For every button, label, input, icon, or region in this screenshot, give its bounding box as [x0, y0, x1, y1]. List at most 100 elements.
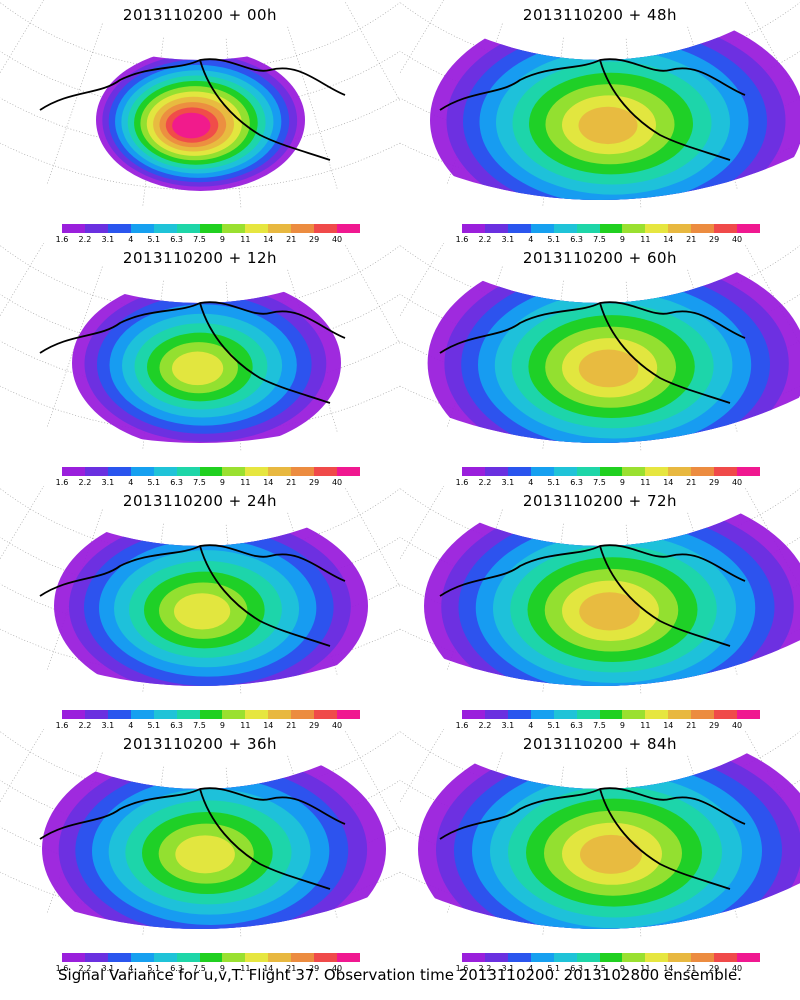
- color-swatch: [222, 467, 246, 476]
- scale-label: 5.1: [547, 721, 561, 730]
- color-swatch: [291, 467, 315, 476]
- color-swatch: [462, 953, 485, 962]
- color-swatch: [714, 467, 738, 476]
- color-swatch: [130, 953, 154, 962]
- color-swatch: [337, 710, 360, 719]
- color-swatch: [176, 467, 200, 476]
- scale-label: 40: [731, 478, 743, 487]
- scale-label: 1.6: [55, 235, 69, 244]
- scale-label: 11: [640, 235, 651, 244]
- variance-field: [72, 276, 341, 444]
- color-swatch: [314, 467, 338, 476]
- variance-field: [418, 729, 800, 930]
- color-swatch: [691, 710, 715, 719]
- scale-label: 5.1: [547, 964, 561, 973]
- scale-label: 4: [128, 721, 134, 730]
- color-swatch: [176, 224, 200, 233]
- scale-label: 14: [263, 478, 274, 487]
- color-swatch: [84, 953, 108, 962]
- scale-label: 4: [128, 478, 134, 487]
- coastline: [439, 301, 746, 404]
- scale-label: 40: [331, 235, 343, 244]
- scale-label: 9: [619, 721, 625, 730]
- scale-label: 2.2: [478, 964, 492, 973]
- color-swatch: [107, 953, 131, 962]
- color-swatch: [153, 467, 177, 476]
- color-swatch: [462, 710, 485, 719]
- color-swatch: [314, 953, 338, 962]
- forecast-panel-84h: 2013110200 + 84h 1.6 2.2 3.1 4 5.1 6.3 7.5 9 11 14…: [400, 729, 800, 977]
- scale-label: 7.5: [193, 478, 206, 487]
- color-swatch: [484, 224, 508, 233]
- color-swatch: [291, 224, 315, 233]
- coastline: [39, 787, 346, 890]
- scale-label: 14: [263, 964, 274, 973]
- scale-label: 29: [309, 478, 320, 487]
- panel-title: 2013110200 + 00h: [122, 6, 278, 24]
- scale-label: 4: [528, 964, 534, 973]
- panel-title: 2013110200 + 48h: [522, 6, 678, 24]
- color-swatch: [153, 953, 177, 962]
- scale-label: 6.3: [570, 721, 583, 730]
- variance-map: [0, 729, 400, 938]
- color-swatch: [714, 224, 738, 233]
- scale-label: 1.6: [455, 964, 469, 973]
- color-swatch: [599, 710, 623, 719]
- color-swatch: [84, 224, 108, 233]
- color-swatch: [153, 224, 177, 233]
- color-swatch: [645, 467, 669, 476]
- color-swatch: [84, 467, 108, 476]
- color-swatch: [484, 467, 508, 476]
- scale-label: 5.1: [147, 478, 161, 487]
- variance-map: [0, 486, 400, 695]
- coastline: [439, 787, 746, 890]
- color-swatch: [691, 953, 715, 962]
- color-swatch: [314, 710, 338, 719]
- scale-label: 2.2: [78, 964, 92, 973]
- color-swatch: [130, 467, 154, 476]
- scale-label: 7.5: [593, 235, 606, 244]
- color-swatch: [530, 224, 554, 233]
- color-swatch: [337, 953, 360, 962]
- forecast-panel-12h: 2013110200 + 12h 1.6 2.2 3.1 4 5.1 6.3 7.5 9 11 14…: [0, 243, 400, 491]
- scale-label: 4: [528, 721, 534, 730]
- color-swatch: [622, 710, 646, 719]
- scale-label: 29: [709, 235, 720, 244]
- scale-label: 6.3: [170, 235, 183, 244]
- variance-map: [400, 0, 800, 209]
- coastline: [39, 58, 346, 161]
- scale-label: 21: [686, 478, 697, 487]
- scale-label: 2.2: [478, 721, 492, 730]
- color-swatch: [737, 224, 760, 233]
- color-swatch: [553, 467, 577, 476]
- panel-title: 2013110200 + 84h: [522, 735, 678, 753]
- scale-label: 29: [309, 235, 320, 244]
- scale-label: 29: [709, 964, 720, 973]
- scale-label: 9: [619, 964, 625, 973]
- scale-label: 6.3: [170, 478, 183, 487]
- forecast-panel-48h: 2013110200 + 48h 1.6 2.2 3.1 4 5.1 6.3 7.5 9 11 14…: [400, 0, 800, 248]
- scale-label: 2.2: [478, 478, 492, 487]
- scale-label: 29: [309, 964, 320, 973]
- color-swatch: [130, 710, 154, 719]
- variance-field: [42, 742, 386, 930]
- scale-label: 1.6: [55, 478, 69, 487]
- color-scale-legend: 1.6 2.2 3.1 4 5.1 6.3 7.5 9 11 14 21 29 40: [456, 953, 760, 977]
- color-swatch: [553, 953, 577, 962]
- scale-label: 3.1: [101, 964, 115, 973]
- color-swatch: [291, 710, 315, 719]
- color-swatch: [576, 710, 600, 719]
- scale-label: 40: [331, 478, 343, 487]
- scale-label: 3.1: [501, 964, 515, 973]
- color-swatch: [291, 953, 315, 962]
- panel-title: 2013110200 + 60h: [522, 249, 678, 267]
- color-swatch: [222, 710, 246, 719]
- coastline: [39, 301, 346, 404]
- color-swatch: [691, 467, 715, 476]
- color-swatch: [107, 467, 131, 476]
- scale-label: 11: [640, 721, 651, 730]
- color-swatch: [245, 953, 269, 962]
- color-scale-legend: 1.6 2.2 3.1 4 5.1 6.3 7.5 9 11 14 21 29 40: [56, 953, 360, 977]
- scale-label: 3.1: [501, 721, 515, 730]
- color-swatch: [199, 467, 223, 476]
